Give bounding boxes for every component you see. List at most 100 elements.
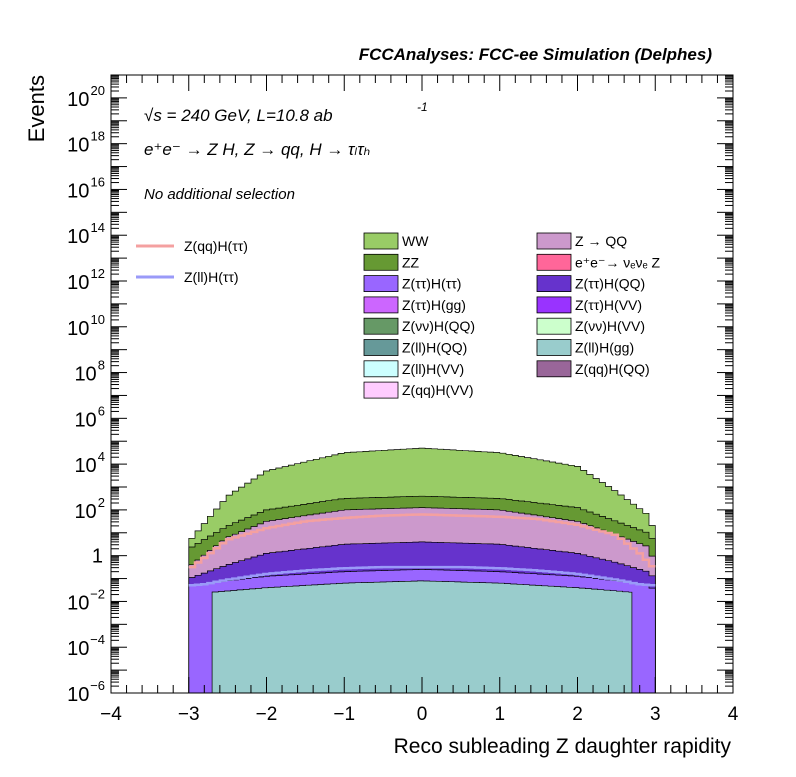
background-legend-entry: Z(νν)H(VV) (536, 317, 645, 335)
svg-text:14: 14 (91, 220, 105, 235)
x-tick-label: 0 (417, 704, 428, 725)
x-tick-label: 4 (728, 704, 739, 725)
svg-text:e⁺e⁻→ νₑνₑ Z: e⁺e⁻→ νₑνₑ Z (575, 254, 661, 270)
signal-line-1 (188, 565, 656, 587)
background-legend-entry: Z(ll)H(gg) (536, 339, 634, 356)
svg-text:2: 2 (98, 495, 105, 510)
background-legend-entry: Z(νν)H(QQ) (363, 317, 475, 335)
annotation-process: e⁺e⁻ → Z H, Z → qq, H → τₗτₕ (144, 140, 370, 159)
svg-text:Z(ττ)H(gg): Z(ττ)H(gg) (402, 297, 466, 313)
svg-text:Z(ll)H(QQ): Z(ll)H(QQ) (402, 340, 467, 356)
stacked-histograms (188, 447, 656, 693)
signal-legend-entry: Z(qq)H(ττ) (136, 238, 248, 254)
svg-text:1: 1 (92, 546, 103, 568)
y-tick-label: −610 (67, 678, 105, 706)
background-legend-entry: Z(ττ)H(QQ) (536, 275, 645, 293)
svg-text:Z(ll)H(VV): Z(ll)H(VV) (402, 361, 464, 377)
svg-text:10: 10 (74, 409, 96, 431)
svg-text:12: 12 (91, 266, 105, 281)
background-legend: WW Z → QQ ZZ e⁺e⁻→ νₑνₑ Z Z(ττ)H(ττ) Z(ττ)H(Q… (363, 232, 661, 399)
x-tick-label: −1 (333, 704, 355, 725)
x-tick-label: 2 (572, 704, 583, 725)
axis-ticks (110, 74, 734, 694)
background-legend-entry: Z(ττ)H(ττ) (363, 275, 461, 293)
svg-text:Z(νν)H(QQ): Z(νν)H(QQ) (402, 318, 475, 334)
background-legend-entry: Z(qq)H(VV) (363, 381, 474, 399)
x-tick-label: 1 (494, 704, 505, 725)
svg-text:10: 10 (67, 638, 89, 660)
svg-text:10: 10 (74, 501, 96, 523)
background-legend-entry: ZZ (363, 253, 420, 271)
svg-text:Z(qq)H(QQ): Z(qq)H(QQ) (575, 361, 650, 377)
svg-text:−6: −6 (90, 678, 105, 693)
x-tick-label: −3 (178, 704, 200, 725)
svg-text:Z(ll)H(gg): Z(ll)H(gg) (575, 340, 634, 356)
y-tick-label: −410 (67, 632, 105, 660)
background-legend-entry: Z → QQ (536, 232, 627, 250)
background-legend-entry: WW (363, 232, 429, 250)
annotation-energy: √s = 240 GeV, L=10.8 ab -1 (144, 100, 428, 125)
svg-text:10: 10 (67, 684, 89, 706)
svg-text:10: 10 (67, 226, 89, 248)
chart-title: FCCAnalyses: FCC-ee Simulation (Delphes) (359, 45, 713, 64)
svg-text:10: 10 (74, 364, 96, 386)
energy-text: √s = 240 GeV, L=10.8 ab (144, 106, 333, 125)
svg-text:Z(νν)H(VV): Z(νν)H(VV) (575, 318, 645, 334)
svg-text:18: 18 (91, 129, 105, 144)
x-tick-label: −4 (100, 704, 122, 725)
background-legend-entry: e⁺e⁻→ νₑνₑ Z (536, 253, 661, 271)
background-legend-entry: Z(ττ)H(VV) (536, 296, 642, 314)
y-tick-label: 610 (74, 403, 105, 431)
svg-text:Z → QQ: Z → QQ (575, 233, 627, 249)
svg-text:WW: WW (402, 233, 429, 249)
background-legend-entry: Z(ττ)H(gg) (363, 296, 466, 314)
signal-legend-entry: Z(ll)H(ττ) (136, 269, 239, 285)
svg-text:Z(ll)H(ττ): Z(ll)H(ττ) (184, 269, 239, 285)
svg-text:16: 16 (91, 174, 105, 189)
background-legend-entry: Z(ll)H(QQ) (363, 339, 467, 356)
x-tick-labels: −4 −3 −2 −1 0 1 2 3 4 (100, 704, 739, 725)
y-axis-label: Events (24, 75, 49, 142)
svg-text:4: 4 (98, 449, 105, 464)
signal-legend: Z(qq)H(ττ) Z(ll)H(ττ) (136, 238, 248, 285)
y-tick-labels: 2010181016101410121010108106104102101−21… (67, 83, 105, 706)
svg-text:10: 10 (67, 180, 89, 202)
y-tick-label: 810 (74, 358, 105, 386)
svg-text:20: 20 (91, 83, 105, 98)
svg-text:Z(qq)H(ττ): Z(qq)H(ττ) (184, 238, 248, 254)
annotation-selection: No additional selection (144, 186, 295, 203)
y-tick-label: −210 (67, 586, 105, 614)
signal-line-0 (188, 513, 656, 569)
svg-text:ZZ: ZZ (402, 254, 420, 270)
y-tick-label: 210 (74, 495, 105, 523)
svg-text:Z(qq)H(VV): Z(qq)H(VV) (402, 382, 474, 398)
stack-5 (211, 580, 633, 693)
background-legend-entry: Z(ll)H(VV) (363, 360, 464, 378)
svg-text:Z(ττ)H(VV): Z(ττ)H(VV) (575, 297, 642, 313)
svg-text:10: 10 (67, 318, 89, 340)
y-tick-label: 1 (92, 546, 103, 568)
svg-text:10: 10 (67, 272, 89, 294)
signal-lines (188, 513, 656, 587)
svg-text:10: 10 (74, 455, 96, 477)
svg-text:6: 6 (98, 403, 105, 418)
svg-text:Z(ττ)H(QQ): Z(ττ)H(QQ) (575, 276, 645, 292)
svg-text:8: 8 (98, 358, 105, 373)
svg-text:Z(ττ)H(ττ): Z(ττ)H(ττ) (402, 276, 461, 292)
y-tick-label: 410 (74, 449, 105, 477)
x-tick-label: 3 (650, 704, 661, 725)
background-legend-entry: Z(qq)H(QQ) (536, 360, 650, 378)
svg-text:10: 10 (67, 89, 89, 111)
x-axis-label: Reco subleading Z daughter rapidity (394, 735, 732, 758)
svg-text:10: 10 (67, 592, 89, 614)
x-tick-label: −2 (256, 704, 278, 725)
svg-text:10: 10 (91, 312, 105, 327)
svg-text:−2: −2 (90, 586, 105, 601)
energy-exponent: -1 (417, 100, 428, 114)
